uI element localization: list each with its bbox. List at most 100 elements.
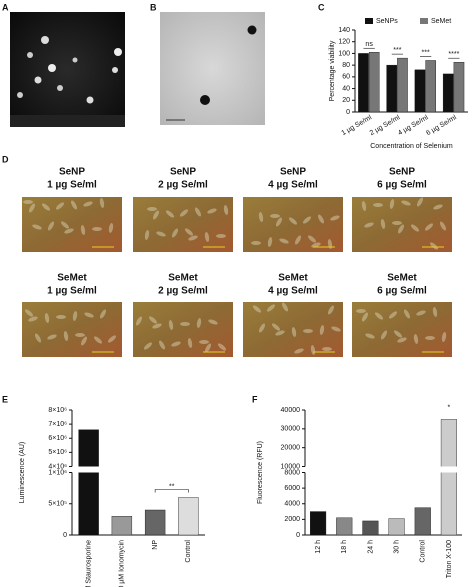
cell — [84, 312, 94, 318]
bar — [453, 62, 465, 113]
y-tick-label: 5×10⁶ — [48, 449, 67, 456]
micrograph-conc: 4 µg Se/ml — [268, 180, 318, 191]
micrograph — [22, 197, 122, 252]
bar — [440, 419, 457, 536]
x-axis-label: Concentration of Selenium — [370, 143, 453, 150]
cell — [196, 318, 202, 328]
bar — [386, 64, 398, 113]
cell — [432, 307, 438, 317]
legend-label: SeNPs — [376, 18, 398, 25]
bar — [111, 516, 133, 536]
cell — [165, 210, 175, 218]
bar — [425, 60, 436, 113]
micrograph-conc: 2 µg Se/ml — [158, 286, 208, 297]
cell — [75, 333, 85, 337]
cell — [28, 203, 36, 213]
bar — [414, 69, 426, 113]
cell — [107, 335, 117, 343]
legend-swatch — [420, 18, 428, 24]
cell — [413, 334, 419, 344]
cell — [204, 343, 212, 353]
micrograph-name: SeMet — [57, 273, 87, 284]
x-tick-label: 10 µM Staurosporine — [85, 540, 92, 587]
cell — [179, 209, 189, 217]
cell — [217, 343, 227, 351]
cell — [294, 235, 302, 245]
micrograph-conc: 1 µg Se/ml — [47, 286, 97, 297]
cell — [47, 334, 57, 340]
cell — [397, 337, 407, 343]
x-tick-label: Control — [185, 540, 192, 563]
legend-label: SeMet — [431, 18, 451, 25]
cell — [148, 316, 158, 324]
cell — [271, 323, 281, 331]
micrograph-name: SeNP — [170, 167, 196, 178]
x-tick-label: 24 h — [367, 540, 374, 554]
y-tick-label: 60 — [342, 74, 350, 81]
x-tick-label: 30 h — [393, 540, 400, 554]
panel-label: C — [318, 2, 325, 12]
cell — [410, 224, 420, 232]
y-tick-label: 7×10⁶ — [48, 421, 67, 428]
x-tick-label: 4 µg Se/ml — [397, 114, 430, 137]
y-tick-label: 20000 — [281, 445, 301, 452]
cell — [199, 340, 209, 344]
cell — [208, 319, 218, 325]
bar — [358, 53, 369, 113]
cell — [223, 205, 229, 215]
micrograph — [133, 302, 233, 357]
bar — [336, 517, 353, 536]
y-tick-label: 0 — [296, 532, 300, 539]
y-tick-label: 6000 — [284, 485, 300, 492]
cell — [99, 198, 105, 208]
y-tick-label: 120 — [338, 39, 350, 46]
cell — [302, 216, 312, 224]
cell — [135, 316, 143, 326]
micrograph-name: SeMet — [278, 273, 308, 284]
cell — [92, 227, 102, 231]
x-tick-label: 2 µg Se/ml — [369, 114, 402, 137]
bar — [144, 509, 166, 536]
y-tick-label: 4×10⁶ — [48, 463, 67, 470]
micrograph-conc: 2 µg Se/ml — [158, 180, 208, 191]
cell — [72, 311, 78, 321]
micrograph-name: SeNP — [59, 167, 85, 178]
micrograph-conc: 1 µg Se/ml — [47, 180, 97, 191]
bracket — [154, 489, 189, 493]
bar — [362, 520, 379, 536]
cell — [80, 225, 86, 235]
bar — [397, 57, 408, 113]
cell — [55, 202, 65, 210]
cell — [194, 207, 202, 217]
micrograph-name: SeMet — [387, 273, 417, 284]
axis-break — [73, 466, 206, 473]
cell — [184, 228, 194, 236]
x-tick-label: 18 h — [341, 540, 348, 554]
annotation: **** — [448, 51, 459, 58]
cell — [331, 326, 341, 332]
cell — [28, 316, 38, 322]
annotation: *** — [422, 49, 430, 56]
cell — [373, 203, 383, 207]
bar — [368, 52, 380, 113]
micrograph-conc: 6 µg Se/ml — [377, 286, 427, 297]
micrograph-name: SeMet — [168, 273, 198, 284]
cell — [56, 315, 66, 319]
y-tick-label: 100 — [338, 50, 350, 57]
cell — [401, 200, 411, 206]
cell — [34, 333, 42, 343]
cell — [364, 222, 374, 228]
x-tick-label: 80 µM Ionomycin — [119, 540, 126, 587]
cell — [152, 210, 160, 220]
micrograph-conc: 4 µg Se/ml — [268, 286, 318, 297]
cell — [143, 342, 153, 350]
cell — [393, 330, 403, 338]
micrograph — [352, 302, 452, 357]
cell — [158, 340, 166, 350]
cell — [361, 312, 369, 322]
cell — [294, 348, 304, 354]
bar — [78, 429, 99, 536]
bar — [310, 511, 327, 536]
cell — [168, 320, 174, 330]
